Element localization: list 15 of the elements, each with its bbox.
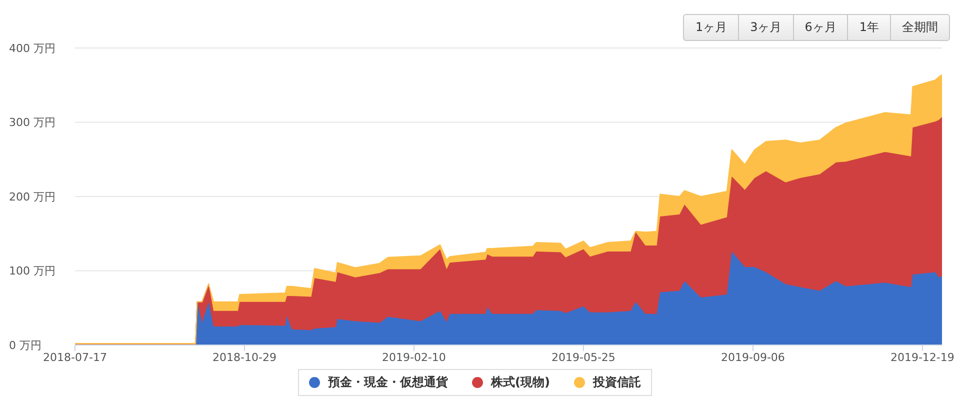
y-tick-label: 100 万円 — [9, 264, 56, 278]
y-tick-label: 300 万円 — [9, 116, 56, 130]
x-tick-label: 2018-10-29 — [212, 350, 276, 364]
y-tick-label: 0 万円 — [9, 338, 42, 352]
y-tick-label: 200 万円 — [9, 190, 56, 204]
legend-label: 預金・現金・仮想通貨 — [327, 374, 448, 391]
legend-label: 投資信託 — [592, 374, 641, 391]
x-tick-label: 2019-05-25 — [551, 350, 616, 364]
range-buttons: 1ヶ月 3ヶ月 6ヶ月 1年 全期間 — [683, 14, 950, 41]
x-tick-label: 2018-07-17 — [43, 350, 107, 364]
x-tick-label: 2019-02-10 — [382, 350, 446, 364]
x-tick-label: 2019-12-19 — [890, 350, 954, 364]
legend-label: 株式(現物) — [490, 374, 550, 391]
y-tick-label: 400 万円 — [9, 42, 56, 55]
x-tick-label: 2019-09-06 — [720, 350, 785, 364]
